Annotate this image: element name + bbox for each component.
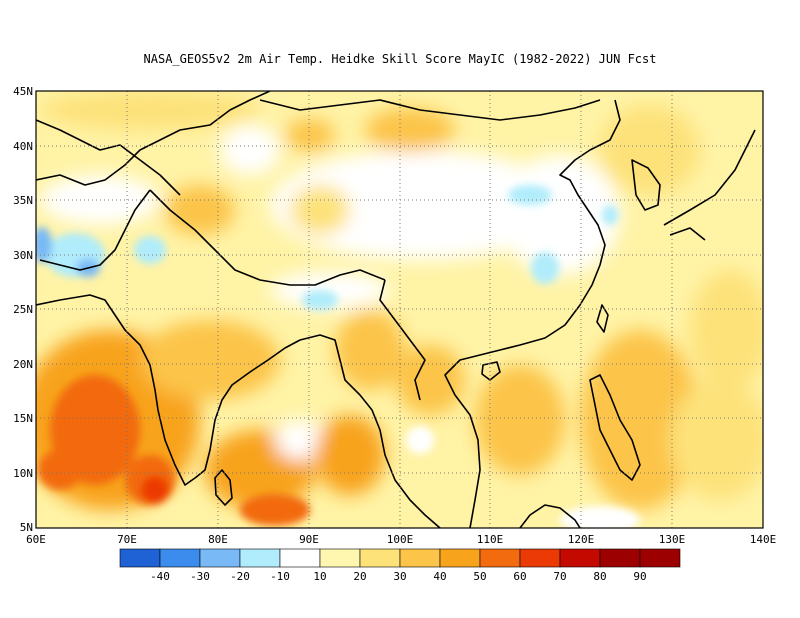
- colorbar-swatch: [199, 548, 241, 568]
- colorbar-label: -20: [230, 570, 250, 583]
- colorbar-label: 60: [513, 570, 526, 583]
- chart-title: NASA_GEOS5v2 2m Air Temp. Heidke Skill S…: [143, 52, 657, 66]
- colorbar-label: -10: [270, 570, 290, 583]
- colorbar-label: 30: [393, 570, 406, 583]
- colorbar-swatch: [119, 548, 161, 568]
- lon-tick-label: 140E: [750, 533, 777, 546]
- colorbar-label: 40: [433, 570, 446, 583]
- lat-tick-label: 35N: [13, 194, 33, 207]
- colorbar-swatch: [239, 548, 281, 568]
- lat-axis: 45N 40N 35N 30N 25N 20N 15N 10N 5N: [13, 85, 33, 534]
- lon-tick-label: 100E: [387, 533, 414, 546]
- lat-tick-label: 10N: [13, 467, 33, 480]
- colorbar: -40 -30 -20 -10 10 20 30 40 50 60 70 80 …: [119, 548, 681, 583]
- colorbar-label: 90: [633, 570, 646, 583]
- lat-tick-label: 45N: [13, 85, 33, 98]
- colorbar-label: 80: [593, 570, 606, 583]
- lon-tick-label: 90E: [299, 533, 319, 546]
- lon-tick-label: 120E: [568, 533, 595, 546]
- colorbar-label: -30: [190, 570, 210, 583]
- colorbar-swatch: [519, 548, 561, 568]
- colorbar-label: 20: [353, 570, 366, 583]
- lon-tick-label: 60E: [26, 533, 46, 546]
- colorbar-swatch: [359, 548, 401, 568]
- colorbar-label: 70: [553, 570, 566, 583]
- colorbar-label: 10: [313, 570, 326, 583]
- lon-tick-label: 70E: [117, 533, 137, 546]
- colorbar-swatch: [439, 548, 481, 568]
- colorbar-swatch: [479, 548, 521, 568]
- lat-tick-label: 30N: [13, 249, 33, 262]
- lat-tick-label: 40N: [13, 140, 33, 153]
- lat-tick-label: 15N: [13, 412, 33, 425]
- colorbar-label: 50: [473, 570, 486, 583]
- colorbar-swatch: [159, 548, 201, 568]
- lon-tick-label: 80E: [208, 533, 228, 546]
- grid-lines: [36, 91, 763, 528]
- lat-tick-label: 25N: [13, 303, 33, 316]
- lon-tick-label: 110E: [477, 533, 504, 546]
- colorbar-swatch: [399, 548, 441, 568]
- skill-field: [36, 91, 763, 528]
- colorbar-swatch: [599, 548, 641, 568]
- colorbar-swatch: [279, 548, 321, 568]
- colorbar-swatch: [559, 548, 601, 568]
- lon-tick-label: 130E: [659, 533, 686, 546]
- plot-frame: [35, 90, 764, 529]
- coastlines: [36, 91, 756, 528]
- colorbar-swatch: [319, 548, 361, 568]
- lon-axis: 60E 70E 80E 90E 100E 110E 120E 130E 140E: [26, 533, 776, 546]
- colorbar-label: -40: [150, 570, 170, 583]
- lat-tick-label: 20N: [13, 358, 33, 371]
- colorbar-swatch: [639, 548, 681, 568]
- lat-tick-label: 5N: [20, 521, 33, 534]
